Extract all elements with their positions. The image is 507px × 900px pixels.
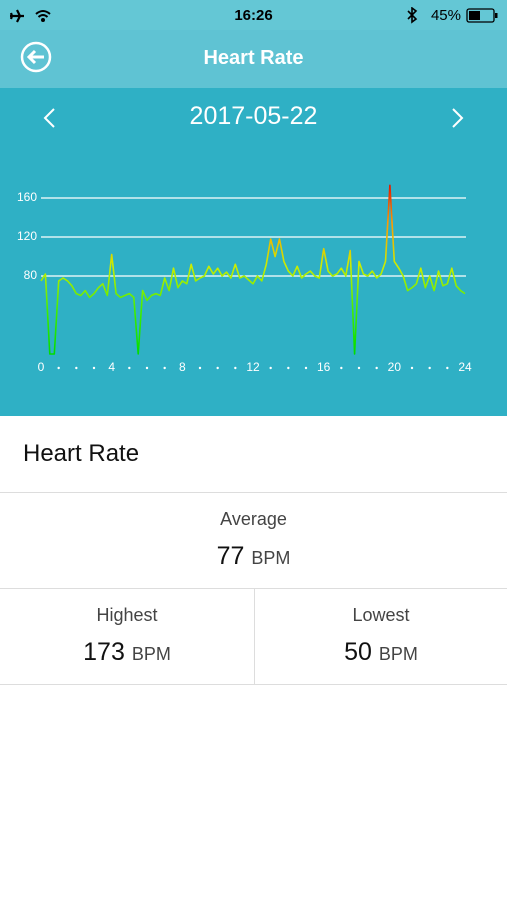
x-minor-dot [198,366,202,370]
chart-panel [0,88,507,416]
x-minor-dot [145,366,149,370]
x-minor-dot [410,366,414,370]
status-bar: 16:26 45% [0,0,507,30]
y-tick-label: 80 [24,268,38,282]
x-minor-dot [57,366,60,370]
stat-label: Highest [96,605,158,625]
lowest-stat: Lowest 50 BPM [255,605,507,667]
x-tick-label: 8 [179,360,186,374]
average-stat: Average 77 BPM [0,509,507,571]
page-title: Heart Rate [203,47,304,69]
x-minor-dot [375,366,378,370]
prev-day[interactable] [40,106,60,132]
status-icons [9,9,51,23]
battery-percent: 45% [430,7,461,24]
stat-value: 77 [216,542,245,570]
nav-bar: Heart Rate [0,30,507,88]
x-tick-label: 4 [108,360,115,374]
x-minor-dot [128,366,131,370]
x-tick-label: 16 [317,360,331,374]
stat-unit: BPM [378,644,418,664]
divider [0,684,507,685]
back-button[interactable] [20,41,54,75]
chart: 80 120 160 0 4 8 12 16 20 24 [17,184,472,374]
bluetooth-icon [407,7,418,24]
next-day[interactable] [448,106,468,132]
clock: 16:26 [234,7,273,24]
x-minor-dot [340,366,343,370]
x-minor-dot [75,366,78,370]
y-tick-label: 120 [17,229,37,243]
x-tick-label: 24 [458,360,472,374]
heart-rate-line [40,184,466,355]
stat-value: 173 [83,638,125,666]
x-minor-dot [428,366,431,370]
x-minor-dot [446,366,449,370]
x-tick-label: 0 [38,360,45,374]
date-label: 2017-05-22 [189,102,318,130]
x-tick-label: 20 [388,360,402,374]
stat-unit: BPM [131,644,171,664]
battery-icon [466,8,498,23]
stat-label: Average [220,509,287,529]
divider [0,492,507,493]
divider [254,588,255,684]
y-tick-label: 160 [17,190,37,204]
x-minor-dot [287,366,290,370]
x-tick-label: 12 [246,360,260,374]
divider [0,588,507,589]
highest-stat: Highest 173 BPM [0,605,254,667]
x-minor-dot [92,366,96,370]
stat-unit: BPM [251,548,291,568]
x-minor-dot [357,366,361,370]
x-minor-dot [216,366,219,370]
stat-label: Lowest [352,605,410,625]
x-minor-dot [269,366,272,370]
x-minor-dot [304,366,308,370]
section-title: Heart Rate [23,440,140,467]
stat-value: 50 [344,638,372,666]
x-minor-dot [234,366,237,370]
x-minor-dot [163,366,166,370]
